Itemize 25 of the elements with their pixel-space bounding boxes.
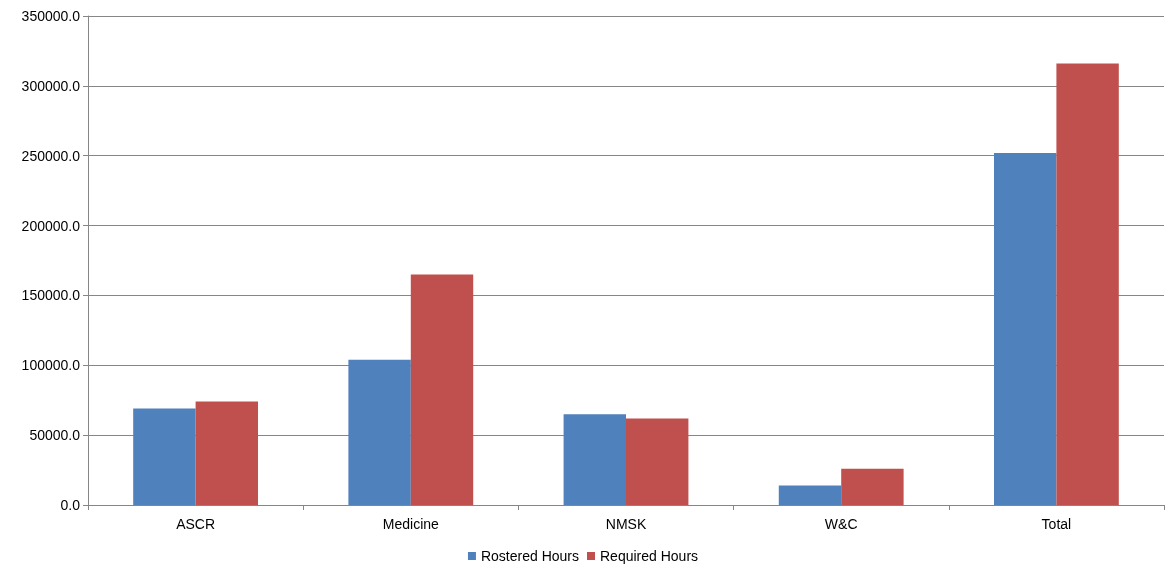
bar bbox=[348, 359, 411, 505]
bar bbox=[778, 485, 842, 505]
y-tick-label: 150000.0 bbox=[21, 287, 81, 304]
bar bbox=[841, 468, 904, 505]
bar bbox=[626, 418, 689, 505]
y-tick-label: 50000.0 bbox=[29, 427, 81, 444]
bar bbox=[195, 401, 259, 505]
y-tick-label: 350000.0 bbox=[21, 8, 81, 24]
x-tick-label: W&C bbox=[824, 516, 858, 532]
y-tick-label: 250000.0 bbox=[21, 147, 81, 164]
legend-label: Required Hours bbox=[600, 548, 699, 564]
bar bbox=[993, 152, 1057, 505]
x-tick-label: NMSK bbox=[605, 516, 647, 532]
x-tick-label: Medicine bbox=[382, 516, 440, 532]
y-tick-label: 0.0 bbox=[60, 497, 81, 513]
bar bbox=[133, 408, 196, 505]
bar bbox=[410, 274, 474, 505]
y-tick-label: 100000.0 bbox=[21, 357, 81, 374]
y-tick-label: 200000.0 bbox=[21, 217, 81, 234]
bar bbox=[563, 414, 626, 505]
bar bbox=[1056, 63, 1119, 505]
legend-label: Rostered Hours bbox=[480, 548, 579, 564]
x-tick-label: ASCR bbox=[176, 516, 216, 532]
y-tick-label: 300000.0 bbox=[21, 77, 81, 94]
x-tick-label: Total bbox=[1041, 516, 1072, 532]
